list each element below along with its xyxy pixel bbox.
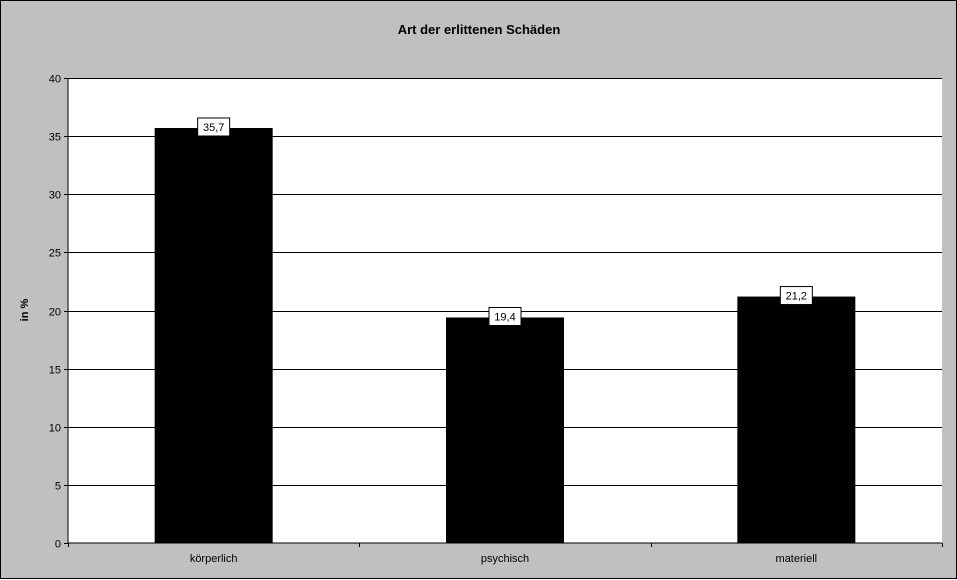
data-label: 19,4 xyxy=(488,306,522,326)
bar-3 xyxy=(737,296,856,543)
y-tick-label: 20 xyxy=(49,307,61,319)
bar-2 xyxy=(446,317,564,543)
y-axis-label: in % xyxy=(19,298,31,321)
y-tick-labels: 0 5 10 15 20 25 30 35 40 xyxy=(49,74,61,551)
data-label-text: 21,2 xyxy=(786,291,807,303)
chart-title: Art der erlittenen Schäden xyxy=(398,22,561,37)
y-tick-label: 35 xyxy=(49,132,61,144)
data-label-box xyxy=(197,117,231,137)
bar-1 xyxy=(154,127,273,544)
data-label-text: 35,7 xyxy=(203,122,224,134)
data-label-box xyxy=(488,306,522,326)
data-label-text: 19,4 xyxy=(494,311,515,323)
x-tick-label: psychisch xyxy=(481,553,529,565)
x-tick-label: körperlich xyxy=(190,553,238,565)
y-tick-label: 10 xyxy=(49,423,61,435)
y-tick-label: 30 xyxy=(49,190,61,202)
y-tick-label: 0 xyxy=(55,539,61,551)
x-tick-labels: körperlich psychisch materiell xyxy=(190,553,817,565)
bars xyxy=(154,127,856,544)
data-labels: 35,7 19,4 21,2 xyxy=(197,117,813,326)
y-tick-label: 15 xyxy=(49,365,61,377)
y-tick-label: 40 xyxy=(49,74,61,86)
data-label: 35,7 xyxy=(197,117,231,137)
y-tick-label: 5 xyxy=(55,481,61,493)
data-label-box xyxy=(779,286,813,306)
axes xyxy=(64,78,943,547)
x-tick-label: materiell xyxy=(776,553,818,565)
y-tick-label: 25 xyxy=(49,248,61,260)
data-label: 21,2 xyxy=(779,286,813,306)
